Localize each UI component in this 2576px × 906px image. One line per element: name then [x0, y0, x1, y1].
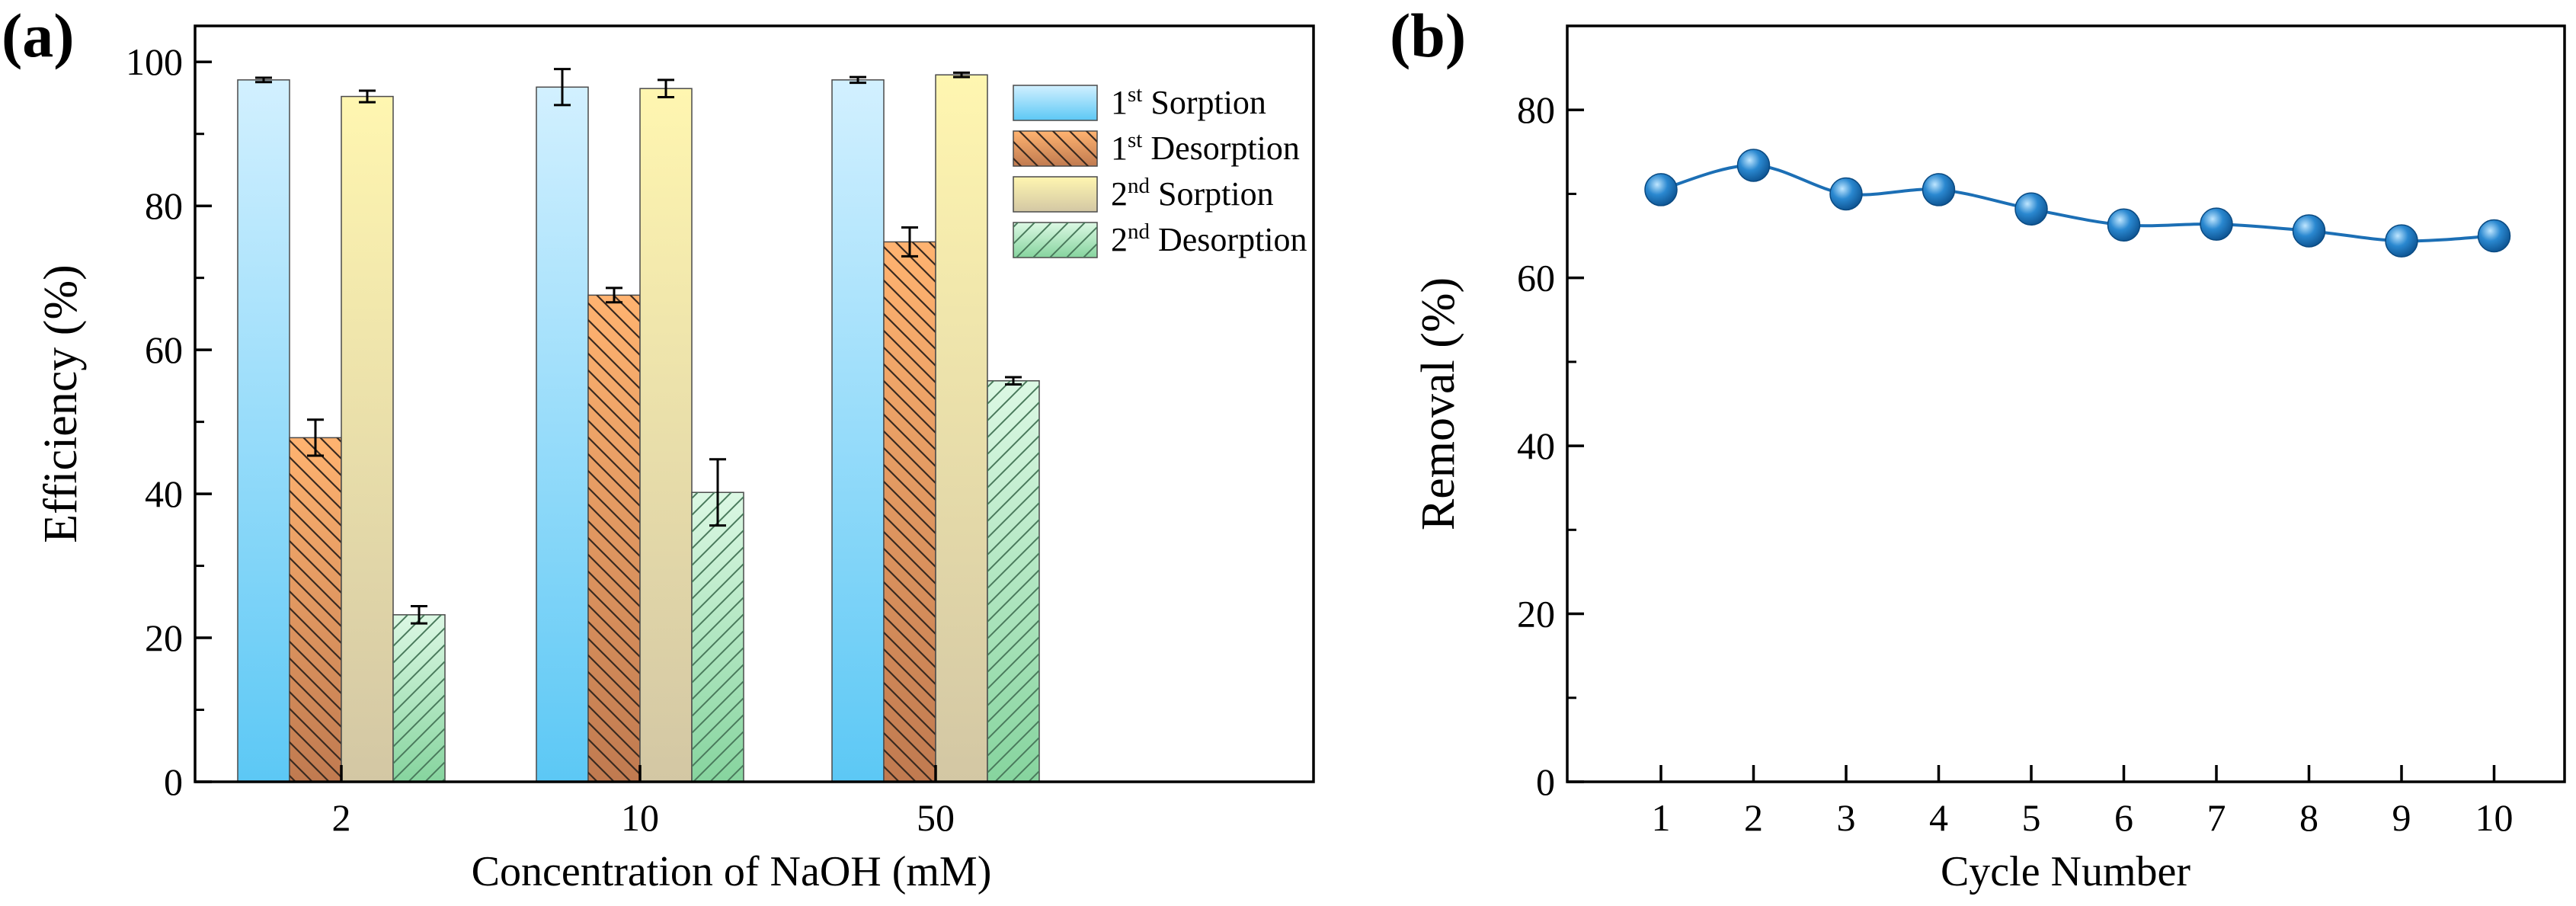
bar-hatch — [393, 614, 445, 782]
x-axis-title-b: Cycle Number — [1941, 848, 2190, 895]
panel-b: (b) 0 20 40 60 80 1 2 3 4 5 6 7 8 9 10 Cycle Number R… — [1390, 1, 2566, 895]
bar-sorption — [341, 95, 394, 783]
x-tick-label-b: 8 — [2299, 796, 2318, 839]
data-point — [2292, 214, 2326, 248]
bar-sorption — [935, 74, 988, 783]
y-tick-label-b: 0 — [1536, 760, 1555, 803]
y-tick-label-a: 100 — [126, 40, 183, 83]
panel-a: (a) 0 20 40 60 80 100 2 10 50 Concentration of … — [2, 1, 1315, 895]
x-tick-label-b: 7 — [2207, 796, 2226, 839]
legend-label: 1st Desorption — [1111, 128, 1300, 167]
plot-frame-a — [194, 24, 1315, 783]
data-point — [2385, 224, 2418, 258]
y-axis-a: 0 20 40 60 80 100 — [126, 40, 212, 803]
y-axis-b: 0 20 40 60 80 — [1517, 88, 1584, 803]
bar-hatch — [290, 437, 341, 782]
legend-swatch-hatch — [1013, 131, 1097, 166]
bar-hatch — [987, 380, 1039, 783]
legend-label: 2nd Sorption — [1111, 174, 1274, 213]
series-line-group — [1660, 163, 2494, 243]
bar-sorption — [237, 79, 290, 783]
x-tick-label-b: 5 — [2022, 796, 2041, 839]
y-axis-title-a: Efficiency (%) — [35, 264, 87, 543]
bar-group — [237, 74, 1040, 783]
y-axis-title-b: Removal (%) — [1413, 277, 1464, 530]
bar-sorption — [536, 86, 589, 783]
panel-b-label: (b) — [1390, 1, 1466, 70]
y-tick-label-a: 0 — [164, 760, 183, 803]
x-tick-label-a: 10 — [621, 796, 659, 839]
y-tick-label-a: 60 — [145, 328, 183, 371]
point-group — [1644, 149, 2511, 258]
y-tick-label-b: 40 — [1517, 424, 1555, 467]
plot-frame-b — [1566, 24, 2566, 783]
legend: 1st Sorption 1st Desorption 2nd Sorption 2n… — [1013, 82, 1307, 258]
legend-swatch-hatch — [1013, 222, 1097, 258]
legend-label: 2nd Desorption — [1111, 219, 1307, 258]
x-tick-label-a: 2 — [332, 796, 351, 839]
data-point — [1922, 173, 1956, 206]
bar-hatch — [588, 295, 640, 782]
series-line — [1660, 163, 2494, 243]
y-tick-label-b: 80 — [1517, 88, 1555, 131]
legend-swatch — [1013, 85, 1098, 121]
y-tick-label-a: 40 — [145, 472, 183, 515]
legend-label: 1st Sorption — [1111, 82, 1266, 121]
x-tick-label-a: 50 — [917, 796, 955, 839]
x-axis-a: 2 10 50 — [332, 765, 955, 839]
x-tick-label-b: 4 — [1929, 796, 1948, 839]
data-point — [1644, 173, 1678, 206]
data-point — [2107, 208, 2141, 242]
x-tick-label-b: 3 — [1837, 796, 1856, 839]
data-point — [2477, 219, 2511, 253]
legend-swatch — [1013, 176, 1098, 213]
bar-sorption — [831, 79, 885, 783]
x-tick-label-b: 9 — [2392, 796, 2411, 839]
x-tick-label-b: 2 — [1744, 796, 1763, 839]
x-axis-b: 1 2 3 4 5 6 7 8 9 10 — [1652, 765, 2514, 839]
data-point — [1736, 149, 1771, 182]
error-bar-group — [255, 68, 1022, 625]
bar-hatch — [884, 242, 936, 782]
bar-hatch — [692, 492, 744, 782]
panel-a-label: (a) — [2, 1, 75, 70]
y-tick-label-a: 20 — [145, 616, 183, 659]
x-tick-label-b: 1 — [1652, 796, 1671, 839]
data-point — [2200, 207, 2233, 241]
bar-sorption — [639, 88, 693, 783]
x-tick-label-b: 6 — [2114, 796, 2133, 839]
data-point — [2014, 192, 2048, 226]
x-axis-title-a: Concentration of NaOH (mM) — [472, 848, 992, 895]
y-tick-label-b: 20 — [1517, 593, 1555, 635]
data-point — [1829, 177, 1863, 211]
y-tick-label-b: 60 — [1517, 257, 1555, 299]
y-tick-label-a: 80 — [145, 184, 183, 227]
x-tick-label-b: 10 — [2475, 796, 2514, 839]
